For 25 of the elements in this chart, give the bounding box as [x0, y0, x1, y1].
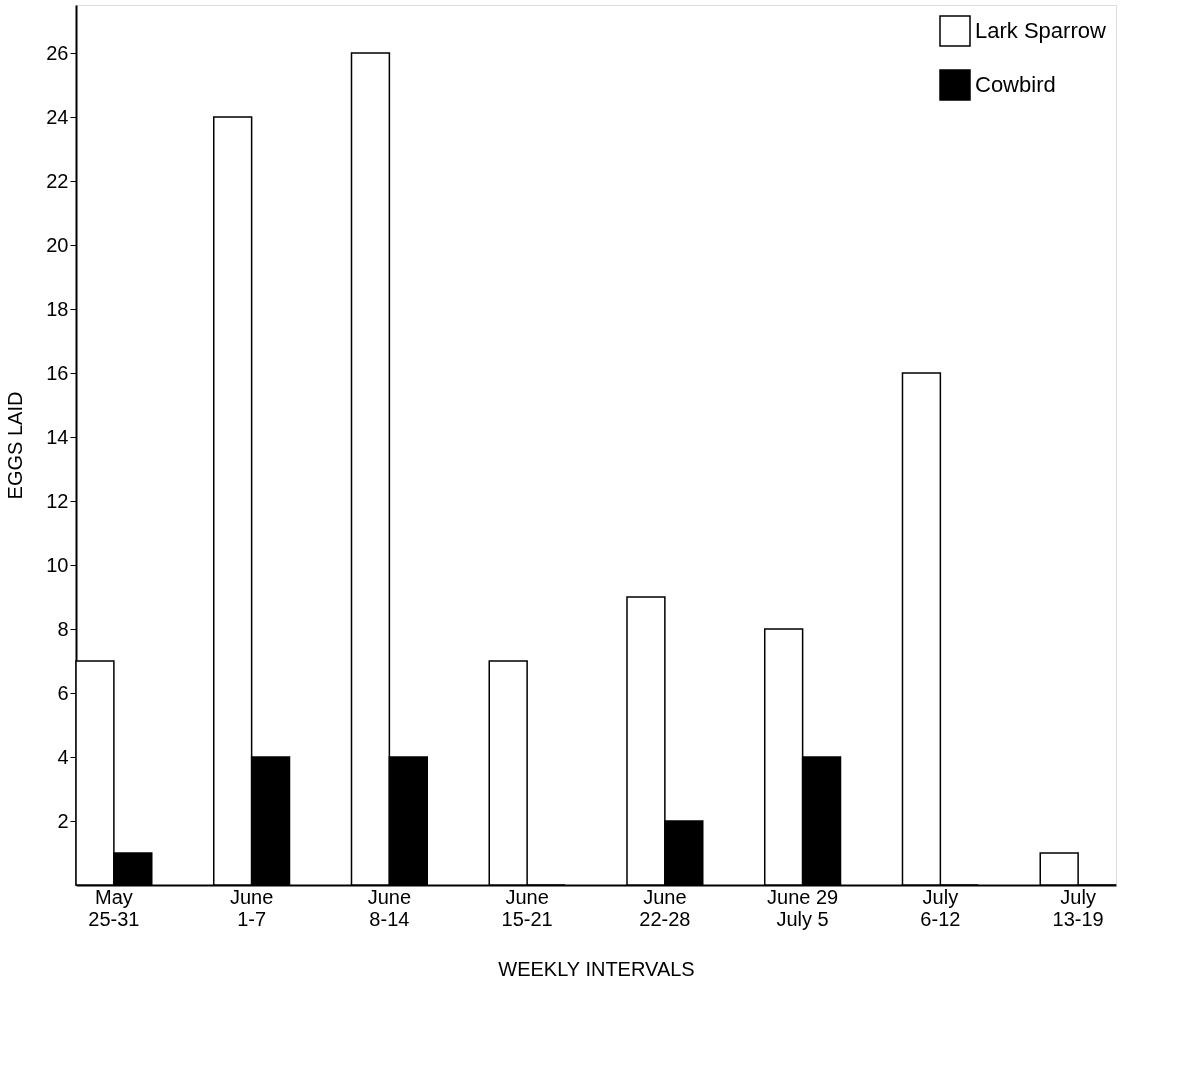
x-tick-label: May 25-31 [88, 885, 140, 930]
y-axis-title: EGGS LAID [4, 391, 27, 500]
x-tick-label: June 8-14 [367, 885, 412, 930]
y-tick-label: 26 [46, 41, 69, 64]
y-tick-label: 2 [57, 809, 69, 832]
y-tick-label: 10 [46, 553, 69, 576]
legend-label: Cowbird [975, 72, 1056, 97]
y-tick-label: 12 [46, 489, 69, 512]
x-tick-label: June 22-28 [639, 885, 691, 930]
x-tick-label: June 1-7 [229, 885, 274, 930]
x-tick-label: June 29 July 5 [767, 885, 839, 930]
legend-label: Lark Sparrow [975, 18, 1106, 43]
y-tick-label: 4 [57, 745, 69, 768]
y-tick-label: 8 [57, 617, 69, 640]
x-axis-title: WEEKLY INTERVALS [498, 957, 695, 980]
x-tick-label: July 6-12 [920, 885, 961, 930]
y-tick-label: 20 [46, 233, 69, 256]
y-tick-label: 6 [57, 681, 69, 704]
y-tick-label: 18 [46, 297, 69, 320]
y-tick-label: 24 [46, 105, 69, 128]
y-tick-label: 22 [46, 169, 69, 192]
x-tick-label: July 13-19 [1052, 885, 1104, 930]
y-tick-label: 14 [46, 425, 69, 448]
y-tick-label: 16 [46, 361, 69, 384]
x-tick-label: June 15-21 [501, 885, 553, 930]
